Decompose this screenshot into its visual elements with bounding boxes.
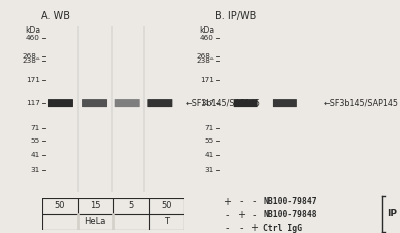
FancyBboxPatch shape: [115, 99, 140, 107]
Text: -: -: [253, 210, 256, 220]
Text: 268_: 268_: [22, 52, 40, 59]
FancyBboxPatch shape: [273, 99, 297, 107]
Text: 117: 117: [26, 100, 40, 106]
Text: kDa: kDa: [199, 26, 214, 35]
Text: 31: 31: [31, 167, 40, 173]
Text: NB100-79848: NB100-79848: [263, 210, 317, 219]
Text: 41: 41: [31, 152, 40, 158]
Text: -: -: [226, 210, 229, 220]
Text: 117: 117: [200, 100, 214, 106]
Text: 50: 50: [54, 201, 65, 210]
Text: +: +: [237, 210, 245, 220]
Text: 171: 171: [26, 77, 40, 83]
Text: 55: 55: [31, 138, 40, 144]
Text: +: +: [223, 197, 231, 206]
Text: 460: 460: [26, 35, 40, 41]
Text: -: -: [239, 223, 242, 233]
Text: 50: 50: [161, 201, 172, 210]
Text: IP: IP: [387, 209, 397, 218]
Text: 71: 71: [31, 125, 40, 131]
FancyBboxPatch shape: [48, 99, 73, 107]
FancyBboxPatch shape: [147, 99, 172, 107]
Text: 238˜: 238˜: [22, 58, 40, 65]
Text: NB100-79847: NB100-79847: [263, 197, 317, 206]
Text: HeLa: HeLa: [84, 217, 106, 226]
Text: -: -: [239, 197, 242, 206]
Text: 268_: 268_: [196, 52, 214, 59]
Text: 31: 31: [205, 167, 214, 173]
Text: ←SF3b145/SAP145: ←SF3b145/SAP145: [186, 99, 261, 108]
Text: ←SF3b145/SAP145: ←SF3b145/SAP145: [324, 99, 399, 108]
Text: 55: 55: [205, 138, 214, 144]
Text: 71: 71: [205, 125, 214, 131]
Text: 15: 15: [90, 201, 100, 210]
FancyBboxPatch shape: [234, 99, 258, 107]
Text: 238˜: 238˜: [196, 58, 214, 65]
Text: +: +: [250, 223, 258, 233]
Text: T: T: [164, 217, 169, 226]
Text: 171: 171: [200, 77, 214, 83]
Text: 5: 5: [128, 201, 133, 210]
Text: B. IP/WB: B. IP/WB: [215, 11, 256, 21]
Text: -: -: [226, 223, 229, 233]
Text: A. WB: A. WB: [41, 11, 70, 21]
Text: kDa: kDa: [25, 26, 40, 35]
Text: -: -: [253, 197, 256, 206]
Text: 41: 41: [205, 152, 214, 158]
Text: 460: 460: [200, 35, 214, 41]
Text: Ctrl IgG: Ctrl IgG: [263, 224, 302, 233]
FancyBboxPatch shape: [82, 99, 107, 107]
